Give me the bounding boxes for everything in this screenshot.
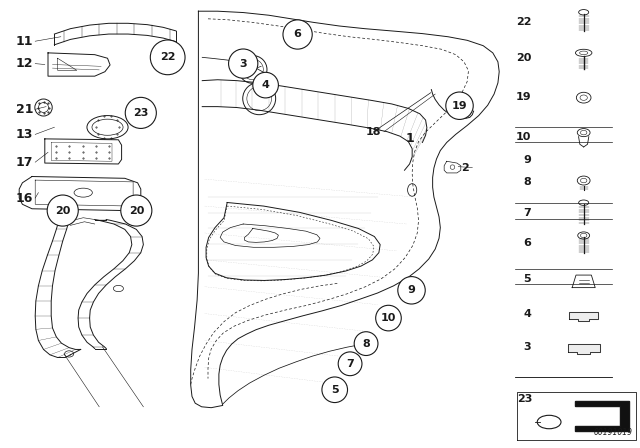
Ellipse shape — [54, 202, 72, 220]
Ellipse shape — [127, 202, 145, 220]
Ellipse shape — [47, 195, 78, 226]
Text: 16: 16 — [15, 191, 33, 205]
Text: 19: 19 — [516, 92, 531, 102]
Ellipse shape — [228, 49, 258, 78]
Polygon shape — [570, 311, 598, 321]
Text: 4: 4 — [524, 309, 531, 319]
Text: 20: 20 — [55, 206, 70, 215]
Text: 1: 1 — [405, 132, 414, 146]
Text: 10: 10 — [381, 313, 396, 323]
Polygon shape — [575, 401, 629, 431]
Text: 7: 7 — [524, 208, 531, 218]
Text: 20: 20 — [129, 207, 143, 216]
Text: 13: 13 — [15, 128, 33, 141]
Text: 6: 6 — [294, 30, 301, 39]
Ellipse shape — [376, 305, 401, 331]
Text: 17: 17 — [15, 155, 33, 169]
Ellipse shape — [354, 332, 378, 356]
Text: 19: 19 — [452, 101, 467, 111]
Text: 7: 7 — [346, 359, 354, 369]
Text: 8: 8 — [362, 339, 370, 349]
Text: 20: 20 — [516, 53, 531, 63]
Ellipse shape — [446, 92, 473, 120]
Text: 5: 5 — [331, 385, 339, 395]
Text: 8: 8 — [524, 177, 531, 187]
Text: 23: 23 — [133, 108, 148, 118]
Text: 22: 22 — [160, 52, 175, 62]
Polygon shape — [568, 344, 600, 354]
Text: 00191019: 00191019 — [593, 428, 632, 437]
Text: 2: 2 — [461, 163, 469, 172]
Text: 20: 20 — [56, 207, 70, 216]
Text: 5: 5 — [524, 274, 531, 284]
Ellipse shape — [338, 352, 362, 376]
Ellipse shape — [253, 72, 278, 98]
Ellipse shape — [150, 40, 185, 75]
Text: 23: 23 — [517, 394, 532, 404]
Text: 21: 21 — [15, 103, 33, 116]
Text: 9: 9 — [408, 285, 415, 295]
Text: 10: 10 — [516, 132, 531, 142]
Text: 4: 4 — [262, 80, 269, 90]
Text: 20: 20 — [129, 206, 144, 215]
Text: 3: 3 — [524, 342, 531, 352]
Ellipse shape — [125, 97, 156, 129]
Text: 6: 6 — [524, 238, 531, 248]
Text: 9: 9 — [524, 155, 531, 165]
Ellipse shape — [398, 276, 425, 304]
Ellipse shape — [121, 195, 152, 226]
Text: 12: 12 — [15, 57, 33, 70]
Text: 11: 11 — [15, 34, 33, 48]
Ellipse shape — [283, 20, 312, 49]
Text: 22: 22 — [516, 17, 531, 26]
Text: 18: 18 — [366, 127, 381, 137]
Ellipse shape — [322, 377, 348, 403]
Text: 3: 3 — [239, 59, 247, 69]
